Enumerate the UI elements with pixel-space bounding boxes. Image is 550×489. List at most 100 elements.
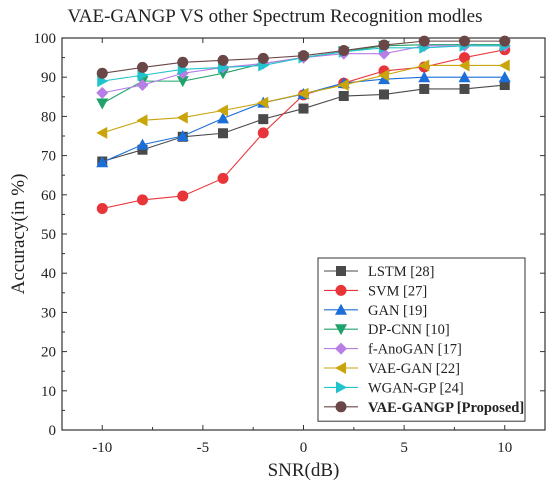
series-line (102, 49, 505, 210)
data-point (96, 126, 108, 139)
x-tick-label: -10 (92, 440, 112, 456)
data-point (137, 61, 148, 73)
y-tick-label: 0 (49, 423, 57, 439)
data-point (379, 89, 389, 100)
data-point (418, 59, 430, 72)
x-axis-label: SNR(dB) (268, 460, 340, 481)
legend-label: VAE-GANGP [Proposed] (368, 400, 524, 416)
data-point (218, 128, 228, 139)
data-point (136, 79, 149, 92)
legend-marker (335, 342, 347, 355)
data-point (257, 52, 269, 64)
data-point (217, 104, 228, 117)
data-point (217, 54, 229, 66)
legend-label: WGAN-GP [24] (368, 380, 464, 396)
data-point (137, 194, 148, 206)
series-5 (96, 59, 510, 139)
y-tick-label: 70 (41, 149, 56, 165)
legend-marker (336, 381, 347, 394)
legend-marker (335, 284, 347, 296)
y-tick-label: 20 (41, 345, 56, 361)
x-tick-label: 10 (497, 440, 512, 456)
y-tick-label: 50 (41, 227, 56, 243)
series-7 (96, 35, 511, 79)
legend: LSTM [28] SVM [27] GAN [19] DP-CNN [10] f-An… (317, 257, 526, 422)
x-tick-label: -5 (197, 440, 210, 456)
data-point (96, 67, 108, 79)
data-point (298, 103, 309, 114)
data-point (298, 50, 309, 62)
data-point (418, 71, 431, 83)
data-point (96, 203, 108, 215)
data-point (137, 144, 148, 155)
y-tick-label: 100 (34, 31, 57, 47)
legend-item: WGAN-GP [24] (324, 380, 464, 396)
data-point (217, 112, 229, 124)
legend-marker (335, 303, 347, 315)
data-point (458, 59, 470, 72)
x-tick-label: 5 (400, 440, 408, 456)
legend-label: DP-CNN [10] (368, 322, 450, 338)
legend-item: SVM [27] (324, 283, 427, 299)
data-point (498, 71, 511, 83)
legend-item: f-AnoGAN [17] (324, 342, 462, 358)
y-tick-label: 40 (41, 266, 56, 282)
legend-marker (335, 401, 347, 413)
data-point (418, 35, 430, 47)
data-point (96, 98, 109, 110)
data-point (136, 114, 148, 127)
data-point (378, 73, 390, 85)
y-axis-label: Accuracy(in %) (8, 174, 29, 295)
data-point (257, 127, 269, 139)
data-point (458, 71, 471, 83)
x-tick-label: 0 (300, 440, 308, 456)
legend-marker (335, 324, 347, 336)
data-point (96, 156, 109, 168)
data-point (459, 83, 470, 94)
data-point (96, 86, 109, 99)
series-1 (96, 44, 511, 215)
y-tick-label: 80 (41, 109, 56, 125)
legend-item: VAE-GANGP [Proposed] (324, 400, 524, 416)
legend-item: VAE-GAN [22] (324, 361, 460, 377)
data-point (176, 130, 189, 141)
data-point (297, 87, 309, 100)
data-point (337, 79, 349, 92)
y-tick-label: 90 (41, 70, 56, 86)
data-point (378, 69, 389, 82)
legend-item: GAN [19] (324, 303, 427, 319)
data-point (217, 172, 229, 184)
legend-box (317, 257, 526, 422)
legend-item: LSTM [28] (324, 264, 434, 280)
data-point (419, 83, 430, 94)
data-point (378, 39, 390, 51)
data-point (498, 59, 510, 72)
legend-item: DP-CNN [10] (324, 322, 450, 338)
data-point (459, 52, 470, 64)
y-tick-label: 30 (41, 305, 56, 321)
legend-label: GAN [19] (368, 303, 427, 319)
y-tick-label: 10 (41, 384, 56, 400)
legend-marker (336, 266, 346, 276)
legend-label: f-AnoGAN [17] (368, 342, 462, 358)
data-point (176, 111, 188, 124)
data-point (177, 56, 189, 68)
legend-label: VAE-GAN [22] (368, 361, 460, 377)
chart-title: VAE-GANGP VS other Spectrum Recognition … (67, 6, 483, 27)
legend-label: LSTM [28] (368, 264, 434, 280)
data-point (176, 76, 189, 88)
data-point (459, 35, 470, 47)
data-point (257, 96, 269, 109)
data-point (499, 80, 510, 91)
series-0 (97, 80, 510, 167)
legend-label: SVM [27] (368, 283, 427, 299)
data-point (177, 190, 189, 202)
data-point (338, 45, 350, 57)
data-point (258, 114, 269, 125)
legend-marker (335, 362, 346, 374)
data-point (338, 91, 349, 102)
data-point (499, 35, 511, 47)
data-point (136, 138, 149, 150)
